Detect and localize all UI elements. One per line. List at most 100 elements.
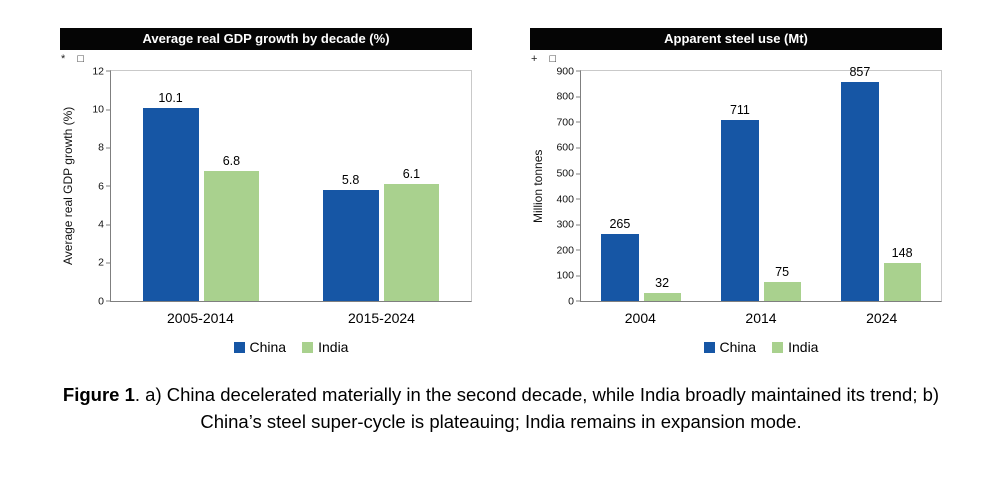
bar-value-label: 6.1 <box>402 167 421 182</box>
legend-swatch-china <box>233 341 245 353</box>
bar-value-label: 711 <box>729 102 750 117</box>
x-category-label: 2024 <box>866 310 898 327</box>
bar-china-2014 <box>721 119 759 302</box>
steel-chart-main: 265 32 711 75 857 148 0 100 200 300 400 500 600 700 8… <box>546 65 942 355</box>
bar-china-2024 <box>841 82 879 302</box>
bar-group-2005-2014: 10.1 6.8 <box>111 71 291 302</box>
y-tick-mark <box>576 249 581 251</box>
bar-india-2024 <box>883 263 921 302</box>
figure-caption-label: Figure 1 <box>62 384 135 406</box>
y-tick-label: 12 <box>92 65 104 78</box>
bar-group-2015-2024: 5.8 6.1 <box>291 71 471 302</box>
y-tick-mark <box>576 275 581 277</box>
steel-plot-area: 265 32 711 75 857 148 0 100 200 300 400 500 600 700 8… <box>556 65 942 306</box>
bar-column: 148 <box>883 71 921 302</box>
bar-column: 6.1 <box>383 71 440 302</box>
legend-item-india: India <box>302 339 348 355</box>
bar-group-2004: 265 32 <box>581 71 701 302</box>
gdp-plot-area: 10.1 6.8 5.8 6.1 0 2 4 6 8 10 12 <box>92 66 472 306</box>
x-category-label: 2014 <box>745 310 777 327</box>
legend-swatch-india <box>772 341 784 353</box>
y-tick-label: 700 <box>556 116 574 129</box>
gdp-chart-main: 10.1 6.8 5.8 6.1 0 2 4 6 8 10 12 2005-2014 2015-20… <box>76 66 472 355</box>
y-tick-mark <box>106 70 111 72</box>
gdp-x-axis-labels: 2005-2014 2015-2024 <box>110 302 472 326</box>
x-category-label: 2004 <box>624 310 656 327</box>
gdp-y-axis-label: Average real GDP growth (%) <box>61 107 75 266</box>
figure-1: Average real GDP growth by decade (%) * … <box>49 28 954 436</box>
steel-use-chart-panel: Apparent steel use (Mt) + □ Million tonn… <box>530 28 942 355</box>
bar-china-2005-2014 <box>142 107 199 302</box>
steel-chart: Million tonnes 265 32 711 75 857 148 0 100 200 3… <box>530 65 942 355</box>
y-tick-label: 0 <box>98 295 104 308</box>
bar-india-2005-2014 <box>203 170 260 302</box>
legend-swatch-india <box>302 341 314 353</box>
bar-value-label: 75 <box>775 265 790 280</box>
y-tick-mark <box>576 121 581 123</box>
legend-item-china: China <box>703 339 756 355</box>
y-tick-mark <box>576 224 581 226</box>
gdp-chart-title: Average real GDP growth by decade (%) <box>60 28 472 51</box>
y-tick-mark <box>576 70 581 72</box>
bar-india-2015-2024 <box>383 184 440 302</box>
bar-value-label: 5.8 <box>341 173 360 188</box>
steel-chart-title: Apparent steel use (Mt) <box>530 28 942 51</box>
y-tick-mark <box>576 198 581 200</box>
bar-column: 32 <box>643 71 681 302</box>
y-tick-label: 2 <box>98 256 104 269</box>
x-category-label: 2015-2024 <box>348 310 415 327</box>
bar-value-label: 857 <box>849 65 871 80</box>
legend-label-china: China <box>249 339 287 356</box>
figure-caption: Figure 1. a) China decelerated materiall… <box>49 382 954 436</box>
y-tick-mark <box>106 300 111 302</box>
gdp-chart-footnote-marks: * □ <box>61 53 84 66</box>
y-tick-label: 6 <box>98 180 104 193</box>
y-tick-mark <box>576 147 581 149</box>
y-tick-mark <box>106 224 111 226</box>
bar-value-label: 32 <box>655 276 670 291</box>
y-tick-label: 600 <box>556 141 574 154</box>
gdp-growth-chart-panel: Average real GDP growth by decade (%) * … <box>60 28 472 355</box>
y-tick-mark <box>106 147 111 149</box>
bar-china-2015-2024 <box>322 190 379 302</box>
y-tick-label: 400 <box>556 192 574 205</box>
bar-value-label: 148 <box>891 246 913 261</box>
steel-x-axis-labels: 2004 2014 2024 <box>580 302 942 326</box>
legend-item-india: India <box>772 339 818 355</box>
y-tick-label: 300 <box>556 218 574 231</box>
y-tick-mark <box>576 300 581 302</box>
y-tick-mark <box>576 96 581 98</box>
bar-value-label: 265 <box>609 216 631 231</box>
y-tick-mark <box>106 109 111 111</box>
y-tick-label: 900 <box>556 65 574 78</box>
gdp-bar-groups: 10.1 6.8 5.8 6.1 <box>111 71 471 302</box>
bar-value-label: 10.1 <box>158 90 183 105</box>
steel-chart-footnote-marks: + □ <box>531 53 557 66</box>
y-tick-label: 100 <box>556 269 574 282</box>
gdp-legend: China India <box>110 339 472 355</box>
bar-china-2004 <box>601 233 639 302</box>
y-tick-label: 8 <box>98 141 104 154</box>
bar-column: 857 <box>841 65 879 302</box>
bar-value-label: 6.8 <box>222 153 241 168</box>
y-tick-label: 800 <box>556 90 574 103</box>
gdp-chart: Average real GDP growth (%) 10.1 6.8 5.8 6.… <box>60 66 472 355</box>
legend-swatch-china <box>703 341 715 353</box>
bar-group-2014: 711 75 <box>701 71 821 302</box>
x-category-label: 2005-2014 <box>167 310 234 327</box>
bar-column: 711 <box>721 71 759 302</box>
bar-group-2024: 857 148 <box>821 65 941 302</box>
steel-bar-groups: 265 32 711 75 857 148 <box>581 65 941 302</box>
y-tick-label: 500 <box>556 167 574 180</box>
figure-caption-text: . a) China decelerated materially in the… <box>134 384 940 433</box>
bar-column: 6.8 <box>203 71 260 302</box>
y-tick-mark <box>576 173 581 175</box>
y-tick-mark <box>106 185 111 187</box>
bar-column: 75 <box>763 71 801 302</box>
y-tick-label: 0 <box>568 295 574 308</box>
bar-india-2004 <box>643 293 681 302</box>
y-tick-label: 200 <box>556 243 574 256</box>
legend-label-india: India <box>318 339 349 356</box>
bar-column: 10.1 <box>142 71 199 302</box>
y-tick-mark <box>106 262 111 264</box>
